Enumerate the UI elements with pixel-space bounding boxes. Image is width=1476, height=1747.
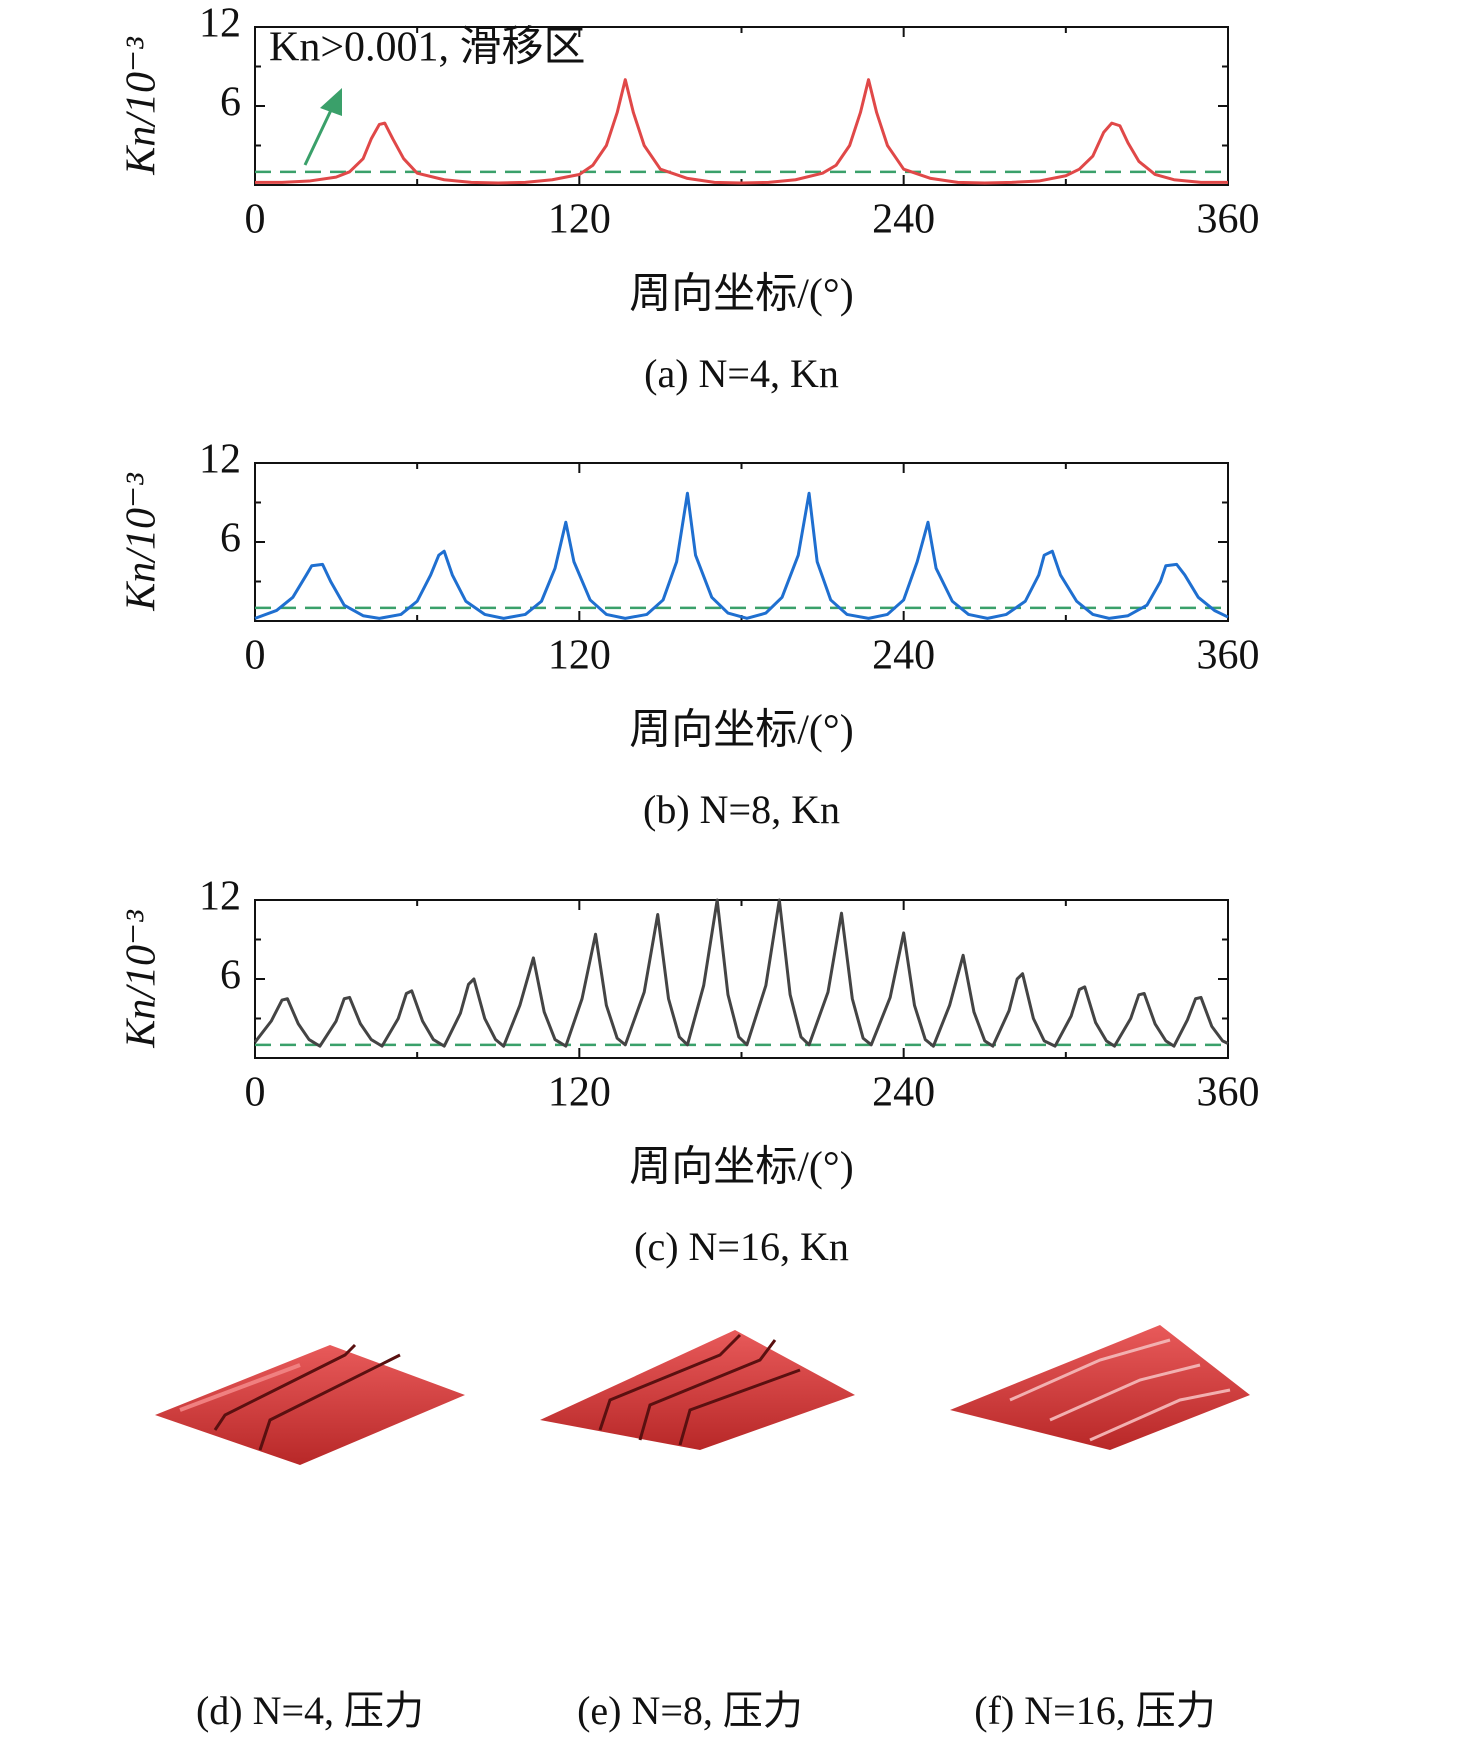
y-axis-label: Kn/10⁻³ [119, 472, 165, 612]
x-tick-label: 120 [548, 197, 611, 243]
y-tick-label: 12 [199, 1, 241, 47]
y-axis-label: Kn/10⁻³ [119, 909, 165, 1049]
x-tick-label: 240 [872, 197, 935, 243]
y-tick-label: 12 [199, 874, 241, 920]
x-tick-label: 360 [1197, 1070, 1260, 1116]
x-tick-label: 120 [548, 633, 611, 679]
kn-line [253, 898, 1229, 1048]
caption: (a) N=4, Kn [644, 351, 839, 396]
annotation-arrow [303, 107, 334, 166]
caption: (b) N=8, Kn [643, 787, 840, 832]
x-axis-label: 周向坐标/(°) [629, 272, 853, 318]
kn-line [255, 78, 1228, 185]
y-tick-label: 6 [220, 516, 241, 562]
annotation-arrowhead [320, 88, 342, 116]
x-tick-label: 240 [872, 1070, 935, 1116]
y-tick-label: 12 [199, 437, 241, 483]
plot-frame [254, 462, 1229, 622]
caption: (c) N=16, Kn [634, 1224, 849, 1269]
y-tick-label: 6 [220, 80, 241, 126]
y-tick-label: 6 [220, 953, 241, 999]
x-tick-label: 240 [872, 633, 935, 679]
image-caption: (d) N=4, 压力 [196, 1688, 424, 1733]
kn-line [254, 491, 1229, 620]
image-caption: (e) N=8, 压力 [577, 1688, 803, 1733]
plot-frame [254, 899, 1229, 1059]
x-tick-label: 360 [1197, 197, 1260, 243]
x-tick-label: 120 [548, 1070, 611, 1116]
x-tick-label: 0 [245, 1070, 266, 1116]
annotation: Kn>0.001, 滑移区 [269, 25, 586, 71]
x-axis-label: 周向坐标/(°) [629, 1145, 853, 1191]
y-axis-label: Kn/10⁻³ [119, 36, 165, 176]
x-axis-label: 周向坐标/(°) [629, 708, 853, 754]
pressure-surface-e [540, 1330, 855, 1450]
x-tick-label: 0 [245, 633, 266, 679]
x-tick-label: 0 [245, 197, 266, 243]
image-caption: (f) N=16, 压力 [974, 1688, 1215, 1733]
x-tick-label: 360 [1197, 633, 1260, 679]
pressure-surface-f [950, 1325, 1250, 1450]
pressure-surface-d [155, 1343, 465, 1465]
